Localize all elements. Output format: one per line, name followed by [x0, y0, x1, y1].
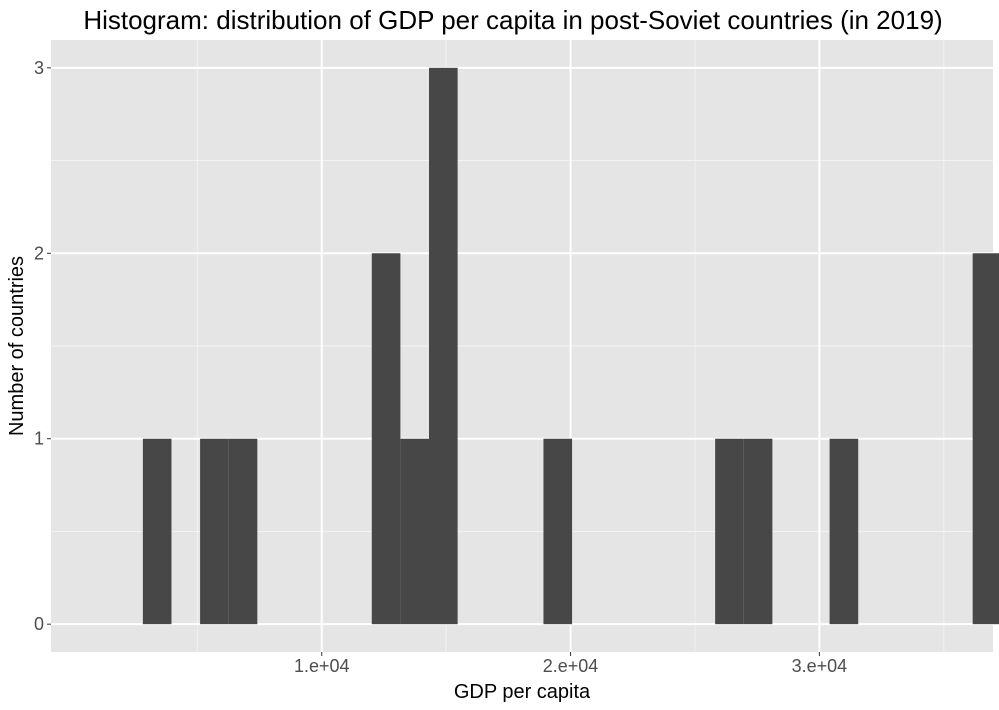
histogram-bar [829, 438, 859, 625]
y-tick-label: 2 [34, 243, 44, 263]
histogram-bar [543, 438, 573, 625]
y-tick-label: 0 [34, 614, 44, 634]
x-tick-label: 1.e+04 [294, 656, 350, 676]
histogram-bar [972, 253, 999, 625]
chart-title: Histogram: distribution of GDP per capit… [83, 5, 942, 35]
histogram-bars [142, 67, 999, 625]
histogram-bar [371, 253, 401, 625]
y-tick-label: 3 [34, 58, 44, 78]
histogram-bar [228, 438, 258, 625]
x-axis-title: GDP per capita [454, 681, 591, 703]
axes: 1.e+04 2.e+04 3.e+04 0 1 2 3 [34, 58, 847, 676]
y-tick-label: 1 [34, 429, 44, 449]
histogram-bar [429, 67, 458, 625]
histogram-bar [142, 438, 172, 625]
x-tick-label: 3.e+04 [792, 656, 848, 676]
histogram-bar [715, 438, 744, 625]
histogram-bar [743, 438, 773, 625]
x-tick-label: 2.e+04 [543, 656, 599, 676]
histogram-bar [200, 438, 229, 625]
y-axis-title: Number of countries [6, 256, 28, 436]
histogram-bar [400, 438, 430, 625]
